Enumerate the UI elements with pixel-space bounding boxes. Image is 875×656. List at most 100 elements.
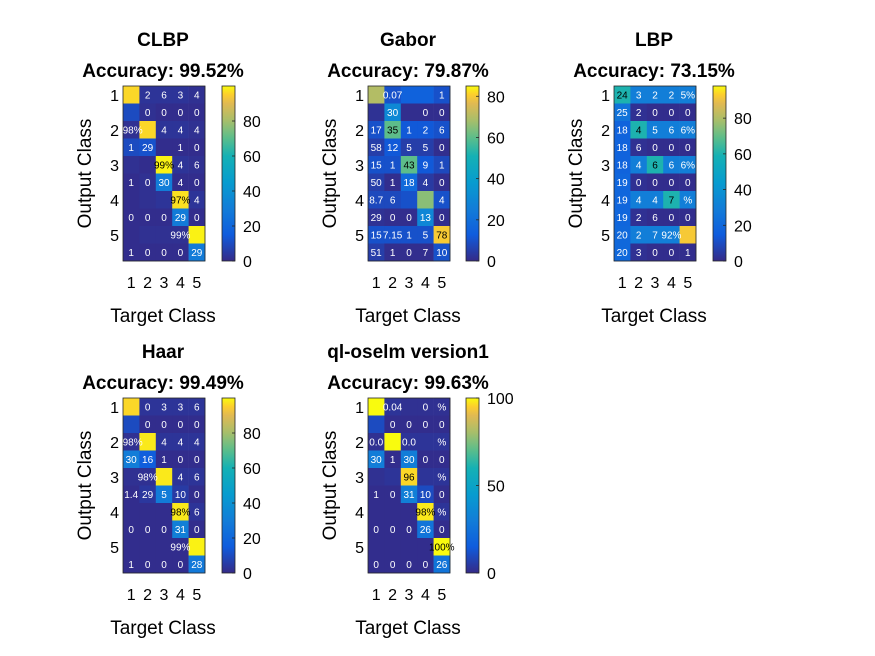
col-tick-label: 2 [143, 275, 152, 292]
heatmap-cell [646, 103, 664, 122]
cell-label: 1 [128, 178, 134, 189]
heatmap-cell [123, 243, 140, 262]
cell-label: 4 [636, 125, 642, 136]
cell-label: 2 [669, 90, 675, 101]
row-tick-label: 4 [355, 505, 364, 522]
heatmap-cell [384, 520, 402, 539]
cell-label: 26 [436, 560, 448, 571]
heatmap-cell [172, 503, 189, 521]
cell-label: 6 [669, 125, 675, 136]
cell-label: 1 [390, 455, 396, 466]
cell-label: 6 [390, 195, 396, 206]
cell-label: 3 [636, 90, 642, 101]
heatmap-cell [663, 103, 680, 122]
cell-label: % [437, 507, 446, 518]
colorbar-tick-label: 80 [243, 426, 261, 443]
heatmap-cell [139, 450, 157, 469]
cell-label: 0 [439, 490, 445, 501]
row-tick-label: 3 [355, 470, 364, 487]
row-tick-label: 1 [355, 400, 364, 417]
heatmap-cell [384, 538, 402, 556]
heatmap-cell [417, 173, 434, 192]
heatmap-cell [172, 398, 189, 416]
cell-label: 17 [371, 125, 383, 136]
cell-label: 1.4 [124, 490, 138, 501]
panel-title: Haar [142, 342, 185, 363]
cell-label: 7 [423, 248, 429, 259]
y-axis-label: Output Class [320, 119, 341, 229]
heatmap-cell [384, 485, 402, 504]
cell-label: 99% [170, 230, 190, 241]
cell-label: 0 [161, 525, 167, 536]
heatmap-cell [400, 191, 418, 209]
cell-label: 0 [669, 213, 675, 224]
heatmap-cell [679, 226, 697, 244]
cell-label: 26 [420, 525, 432, 536]
cell-label: 0 [145, 402, 151, 413]
heatmap-cell [123, 173, 140, 192]
heatmap-cell [139, 173, 157, 192]
colorbar-tick-label: 60 [243, 461, 261, 478]
row-tick-label: 5 [110, 540, 119, 557]
heatmap-cell [123, 86, 140, 104]
heatmap-cell [155, 450, 173, 469]
cell-label: 0 [406, 420, 412, 431]
cell-label: 2 [145, 90, 151, 101]
cell-label: 98% [170, 507, 190, 518]
heatmap-cell [188, 415, 206, 434]
cell-label: 0 [178, 420, 184, 431]
cell-label: 0 [439, 455, 445, 466]
colorbar-tick-label: 50 [487, 479, 505, 496]
heatmap-cell [433, 138, 451, 157]
row-tick-label: 2 [110, 123, 119, 140]
cell-label: 9 [423, 160, 429, 171]
heatmap-cell [417, 520, 434, 539]
heatmap-cell [139, 103, 157, 122]
row-tick-label: 3 [601, 158, 610, 175]
row-tick-label: 5 [355, 228, 364, 245]
heatmap-cell [614, 226, 631, 244]
heatmap-cell [172, 173, 189, 192]
heatmap-cell [400, 103, 418, 122]
cell-label: 0 [406, 560, 412, 571]
heatmap-cell [646, 173, 664, 192]
heatmap-cell [433, 226, 451, 244]
heatmap-cell [139, 156, 157, 174]
heatmap-cell [139, 485, 157, 504]
colorbar-tick-label: 20 [487, 213, 505, 230]
heatmap-cell [614, 243, 631, 262]
heatmap-cell [188, 191, 206, 209]
heatmap-cell [417, 86, 434, 104]
cell-label: 1 [439, 160, 445, 171]
heatmap-cell [155, 208, 173, 227]
heatmap-cell [368, 86, 385, 104]
cell-label: 0.0 [402, 437, 416, 448]
cell-label: 0 [390, 420, 396, 431]
colorbar-tick-label: 100 [487, 391, 514, 408]
cell-label: 15 [371, 160, 383, 171]
cell-label: 6 [194, 402, 200, 413]
panel-accuracy: Accuracy: 99.49% [82, 373, 244, 394]
cell-label: 1 [178, 143, 184, 154]
cell-label: 0 [669, 143, 675, 154]
heatmap-cell [155, 538, 173, 556]
cell-label: 3 [161, 402, 167, 413]
cell-label: 0 [194, 178, 200, 189]
heatmap-cell [400, 156, 418, 174]
cell-label: 98% [415, 507, 435, 518]
row-tick-label: 1 [355, 88, 364, 105]
cell-label: 0 [178, 248, 184, 259]
heatmap-cell [433, 433, 451, 451]
cell-label: 30 [387, 108, 399, 119]
heatmap-cell [646, 226, 664, 244]
cell-label: 0 [145, 178, 151, 189]
cell-label: 51 [371, 248, 383, 259]
cell-label: % [437, 472, 446, 483]
cell-label: 8.7 [369, 195, 383, 206]
heatmap-cell [139, 538, 157, 556]
heatmap-cell [155, 156, 173, 174]
heatmap-cell [155, 415, 173, 434]
cell-label: 2 [652, 90, 658, 101]
